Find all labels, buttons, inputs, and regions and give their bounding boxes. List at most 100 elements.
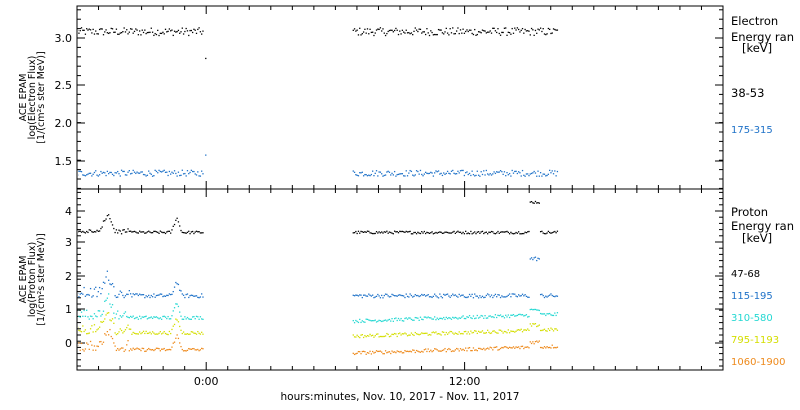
data-point: [421, 332, 423, 334]
data-point: [109, 283, 111, 285]
data-point: [512, 233, 515, 235]
data-point: [450, 170, 453, 172]
data-point: [422, 175, 424, 177]
data-point: [485, 231, 488, 233]
data-point: [105, 218, 107, 220]
data-point: [111, 173, 114, 175]
data-point: [409, 169, 411, 172]
data-point: [160, 293, 163, 295]
data-point: [414, 331, 416, 334]
data-point: [434, 33, 436, 36]
data-point: [536, 259, 538, 262]
data-point: [519, 172, 521, 174]
data-point: [542, 329, 544, 331]
data-point: [131, 296, 133, 298]
data-point: [373, 336, 375, 338]
data-point: [538, 202, 540, 204]
data-point: [122, 229, 124, 231]
data-point: [424, 295, 427, 297]
data-point: [555, 232, 557, 234]
data-point: [87, 231, 89, 234]
data-point: [516, 232, 519, 234]
data-point: [556, 312, 559, 314]
data-point: [109, 218, 111, 220]
data-point: [133, 348, 136, 351]
data-point: [515, 346, 517, 348]
data-point: [400, 317, 402, 320]
data-point: [410, 170, 413, 173]
data-point: [96, 316, 98, 318]
data-point: [172, 325, 174, 327]
data-point: [132, 231, 134, 233]
data-point: [179, 289, 181, 291]
data-point: [176, 283, 178, 285]
data-point: [403, 295, 405, 297]
data-point: [409, 350, 411, 352]
data-point: [117, 310, 119, 312]
data-point: [362, 321, 365, 323]
data-point: [497, 230, 499, 233]
data-point: [454, 232, 456, 235]
data-point: [454, 173, 456, 175]
data-point: [145, 350, 147, 352]
data-point: [435, 331, 437, 333]
data-point: [486, 317, 489, 319]
data-point: [461, 316, 463, 318]
data-point: [550, 32, 552, 35]
data-point: [441, 331, 444, 333]
data-point: [490, 230, 493, 233]
data-point: [434, 316, 436, 318]
data-point: [511, 293, 513, 295]
data-point: [101, 313, 103, 316]
data-point: [101, 343, 103, 345]
data-point: [458, 331, 460, 333]
data-point: [399, 173, 401, 175]
data-point: [441, 174, 444, 177]
data-point: [355, 336, 357, 338]
data-point: [97, 328, 99, 330]
data-point: [537, 170, 539, 172]
data-point: [362, 231, 365, 233]
data-point: [118, 349, 120, 351]
data-point: [122, 294, 124, 297]
data-point: [356, 352, 358, 354]
data-point: [357, 175, 360, 177]
data-point: [151, 349, 154, 351]
data-point: [184, 316, 186, 318]
data-point: [148, 347, 150, 350]
data-point: [520, 295, 522, 297]
data-point: [172, 310, 174, 312]
data-point: [95, 349, 97, 351]
data-point: [521, 314, 524, 316]
data-point: [92, 318, 94, 320]
data-point: [437, 350, 440, 352]
data-point: [79, 30, 81, 32]
data-point: [97, 230, 99, 232]
data-point: [497, 294, 499, 296]
data-point: [538, 258, 540, 260]
data-point: [78, 344, 79, 347]
data-point: [405, 333, 407, 335]
data-point: [399, 332, 401, 334]
data-point: [417, 231, 419, 233]
data-point: [463, 349, 466, 352]
data-point: [100, 321, 102, 323]
data-point: [171, 29, 173, 31]
data-point: [139, 348, 141, 350]
data-point: [82, 174, 84, 176]
data-point: [118, 331, 120, 333]
data-point: [123, 296, 125, 299]
data-point: [89, 287, 92, 290]
data-point: [409, 334, 411, 336]
data-point: [536, 309, 538, 311]
data-point: [432, 350, 435, 352]
data-point: [530, 172, 533, 175]
data-point: [154, 348, 156, 351]
data-point: [141, 231, 143, 233]
data-point: [470, 317, 472, 319]
data-point: [386, 332, 388, 335]
data-point: [494, 30, 497, 32]
data-point: [98, 310, 101, 312]
data-point: [395, 333, 397, 335]
data-point: [440, 231, 442, 233]
